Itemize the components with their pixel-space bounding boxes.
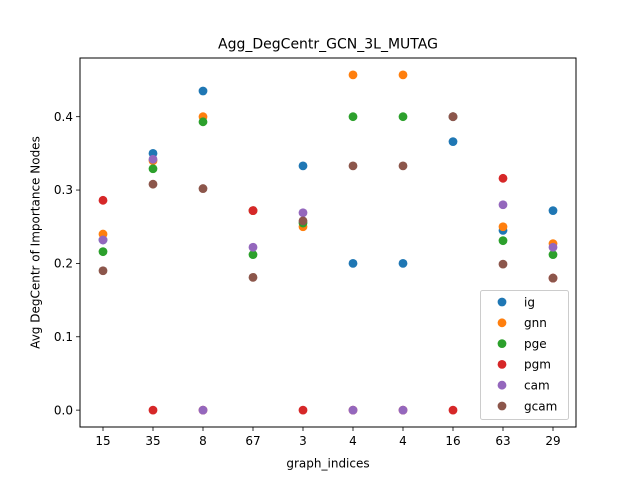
legend-label-pgm: pgm [524,358,551,372]
y-axis-label: Avg DegCentr of Importance Nodes [29,136,43,349]
point-gcam [248,272,258,282]
point-gcam [98,266,108,276]
point-pgm [298,405,308,415]
point-cam [148,154,158,164]
legend-label-gnn: gnn [524,316,547,330]
point-pgm [448,405,458,415]
point-pge [198,117,208,127]
point-cam [98,235,108,245]
x-tick-label: 4 [349,434,357,448]
point-ig [448,137,458,147]
legend-label-ig: ig [524,295,535,309]
y-axis-ticks: 0.0 0.1 0.2 0.3 0.4 [54,110,80,417]
legend-marker-cam [497,380,507,390]
point-pge [348,112,358,122]
x-tick-label: 29 [545,434,560,448]
point-pge [498,236,508,246]
point-ig [348,259,358,268]
point-pge [248,250,258,260]
point-cam [248,242,258,252]
legend-label-cam: cam [524,379,550,393]
point-cam [348,405,358,415]
x-tick-label: 15 [95,434,110,448]
x-tick-label: 16 [445,434,460,448]
point-gnn [498,222,508,232]
point-gcam [498,259,508,269]
y-tick-label: 0.4 [54,110,73,124]
legend-marker-pge [497,339,507,348]
x-tick-label: 67 [245,434,260,448]
point-gnn [398,70,408,80]
point-gcam [148,179,158,189]
point-ig [548,206,558,215]
chart-title: Agg_DegCentr_GCN_3L_MUTAG [218,37,438,53]
point-pgm [248,206,258,215]
x-tick-label: 8 [199,434,207,448]
point-gcam [398,161,408,171]
y-tick-label: 0.0 [54,403,73,417]
legend-marker-gcam [497,401,507,411]
x-axis-label: graph_indices [286,457,369,471]
point-cam [548,242,558,252]
legend-marker-pgm [497,360,507,369]
point-gcam [348,161,358,171]
point-gcam [198,184,208,193]
legend-label-pge: pge [524,337,547,351]
point-cam [298,208,308,218]
legend-marker-ig [497,297,507,307]
point-cam [498,200,508,210]
point-ig [298,161,308,171]
point-pge [398,112,408,122]
legend-items: ig gnn pge pgm cam gcam [497,295,557,413]
point-cam [198,405,208,415]
x-tick-label: 63 [495,434,510,448]
point-gcam [448,112,458,122]
legend-label-gcam: gcam [524,399,557,413]
point-pge [548,250,558,260]
x-tick-label: 35 [145,434,160,448]
point-cam [398,405,408,415]
point-gnn [348,70,358,80]
legend-marker-gnn [497,318,507,328]
legend: ig gnn pge pgm cam gcam [480,290,569,420]
point-gcam [298,216,308,226]
point-pgm [498,173,508,183]
x-tick-label: 4 [399,434,407,448]
point-gcam [548,273,558,283]
y-tick-label: 0.1 [54,330,73,344]
x-tick-label: 3 [299,434,307,448]
y-tick-label: 0.2 [54,257,73,271]
point-pgm [98,195,108,205]
plot-area-frame [79,57,577,428]
point-pgm [148,405,158,415]
point-pge [98,247,108,257]
x-axis-ticks: 15 35 8 67 3 4 4 16 63 29 [95,427,561,448]
point-pge [148,164,158,174]
point-ig [198,86,208,96]
scatter-points [98,70,558,415]
y-tick-label: 0.3 [54,183,73,197]
point-ig [398,259,408,268]
